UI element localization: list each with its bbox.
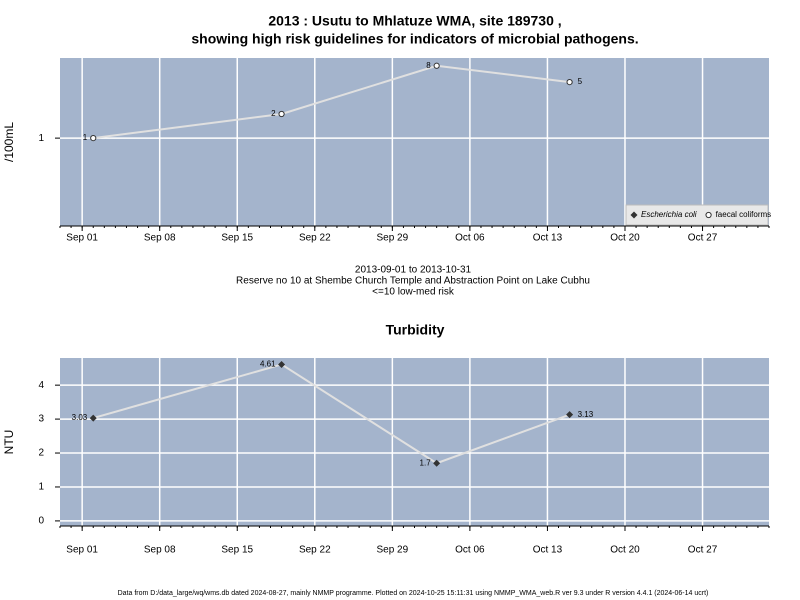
y-axis-label: NTU [2,430,16,455]
annotation: 2013-09-01 to 2013-10-31 [355,265,472,276]
point [278,110,285,118]
data-label: 1 [83,133,88,142]
x-tick-label: Oct 20 [610,233,640,244]
annotation: <=10 low-med risk [372,287,455,298]
x-tick-label: Oct 06 [455,233,485,244]
y-tick-label: 2 [38,448,44,459]
point [705,211,712,219]
series-line [93,64,570,140]
y-tick-label: 4 [38,380,44,391]
data-label: 8 [426,61,431,70]
x-tick-label: Oct 13 [533,545,563,556]
point [566,411,574,419]
point [278,360,286,368]
point [433,459,441,467]
x-tick-label: Sep 08 [144,233,176,244]
chart-title: Turbidity [386,322,445,338]
legend: Escherichia coli faecal coliforms [625,204,772,226]
x-tick-label: Oct 13 [533,233,563,244]
x-tick-label: Sep 29 [376,233,408,244]
y-tick-label: 3 [38,414,44,425]
footer: Data from D:/data_large/wq/wms.db dated … [118,590,709,597]
x-tick-label: Sep 01 [66,545,98,556]
y-tick-label: 1 [38,482,44,493]
point [630,211,638,219]
x-tick-label: Oct 27 [688,545,718,556]
legend-box [625,204,769,226]
data-label: 1.7 [420,458,432,467]
legend-label: Escherichia coli [641,210,697,219]
chart-title: 2013 : Usutu to Mhlatuze WMA, site 18973… [268,13,561,29]
point [89,414,97,422]
data-label: 3.13 [578,410,594,419]
point [566,79,573,86]
data-label: 2 [271,109,276,118]
data-label: 4.61 [260,360,276,369]
point [433,62,440,69]
x-tick-label: Sep 15 [221,545,253,556]
x-tick-label: Oct 27 [688,233,718,244]
plot-area [60,58,769,226]
data-label: 5 [578,77,583,86]
x-tick-label: Oct 20 [610,545,640,556]
annotation: Reserve no 10 at Shembe Church Temple an… [236,276,590,287]
x-tick-label: Sep 29 [376,545,408,556]
point [90,135,97,142]
x-tick-label: Sep 01 [66,233,98,244]
x-tick-label: Oct 06 [455,545,485,556]
y-tick-label: 0 [38,516,44,527]
x-tick-label: Sep 22 [299,545,331,556]
chart-title: showing high risk guidelines for indicat… [191,31,638,47]
data-label: 3.03 [72,413,88,422]
y-axis-label: /100mL [2,122,16,162]
x-tick-label: Sep 15 [221,233,253,244]
legend-label: faecal coliforms [716,210,772,219]
series-line [92,363,570,465]
x-tick-label: Sep 22 [299,233,331,244]
x-tick-label: Sep 08 [144,545,176,556]
plot-area [60,358,769,526]
y-tick-label: 1 [38,133,44,144]
